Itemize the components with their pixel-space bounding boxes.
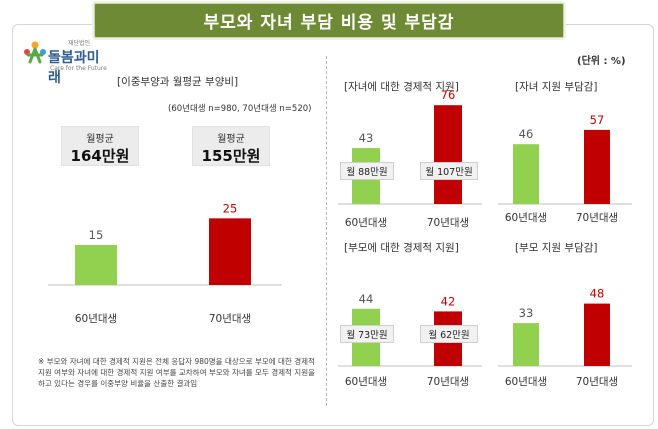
left-chart-title: [이중부양과 월평균 부양비] [117, 76, 239, 88]
monthly-amount-parent-70s: 월 62만원 [420, 325, 478, 343]
bar-70년대생 [584, 129, 610, 204]
logo-mark-icon [24, 41, 46, 64]
bar-60년대생 [513, 323, 539, 366]
bar-60년대생 [75, 245, 117, 285]
value-label: 42 [441, 294, 456, 308]
avg-label: 월평균 [217, 134, 245, 145]
chart-title-child-burden: [자녀 지원 부담감] [515, 81, 598, 93]
value-label: 76 [441, 88, 456, 102]
title-banner: 부모와 자녀 부담 비용 및 부담감 [94, 3, 564, 38]
logo-sub: Care for the Future [50, 65, 107, 72]
chart-title-child-support: [자녀에 대한 경제적 지원] [344, 81, 459, 93]
category-label: 60년대생 [505, 212, 547, 224]
bar-60년대생 [513, 144, 539, 204]
value-label: 25 [223, 201, 238, 215]
logo: 재단법인 돌봄과미래 Care for the Future [22, 38, 112, 86]
value-label: 43 [359, 131, 374, 145]
avg-box-70s: 월평균 155만원 [192, 126, 270, 166]
category-label: 60년대생 [75, 313, 117, 325]
avg-amount: 164만원 [70, 147, 130, 165]
value-label: 44 [359, 292, 374, 306]
value-label: 57 [590, 113, 605, 127]
bar-70년대생 [434, 105, 462, 204]
bar-70년대생 [584, 303, 610, 366]
value-label: 33 [519, 306, 534, 320]
monthly-amount-child-70s: 월 107만원 [420, 162, 478, 180]
category-label: 70년대생 [427, 217, 469, 229]
panel-divider [326, 56, 327, 406]
avg-label: 월평균 [86, 134, 114, 145]
category-label: 70년대생 [209, 313, 251, 325]
value-label: 15 [89, 228, 104, 242]
category-label: 60년대생 [345, 376, 387, 388]
logo-name: 돌봄과미래 [48, 50, 100, 86]
category-label: 70년대생 [427, 376, 469, 388]
category-label: 70년대생 [576, 376, 618, 388]
category-label: 70년대생 [576, 212, 618, 224]
chart-title-parent-support: [부모에 대한 경제적 지원] [344, 242, 459, 254]
logo-org-small: 재단법인 [68, 40, 91, 47]
page-title: 부모와 자녀 부담 비용 및 부담감 [203, 13, 455, 33]
avg-box-60s: 월평균 164만원 [61, 126, 139, 166]
value-label: 48 [590, 287, 605, 301]
monthly-amount-parent-60s: 월 73만원 [340, 325, 394, 343]
monthly-amount-child-60s: 월 88만원 [340, 162, 394, 180]
unit-label: (단위 : %) [577, 56, 626, 67]
category-label: 60년대생 [345, 217, 387, 229]
value-label: 46 [519, 127, 534, 141]
footnote: ※ 부모와 자녀에 대한 경제적 지원은 전체 응답자 980명을 대상으로 부… [38, 357, 316, 388]
chart-title-parent-burden: [부모 지원 부담감] [515, 242, 598, 254]
sample-note: (60년대생 n=980, 70년대생 n=520) [168, 104, 312, 114]
avg-amount: 155만원 [201, 147, 261, 165]
category-label: 60년대생 [505, 376, 547, 388]
bar-70년대생 [209, 218, 251, 285]
